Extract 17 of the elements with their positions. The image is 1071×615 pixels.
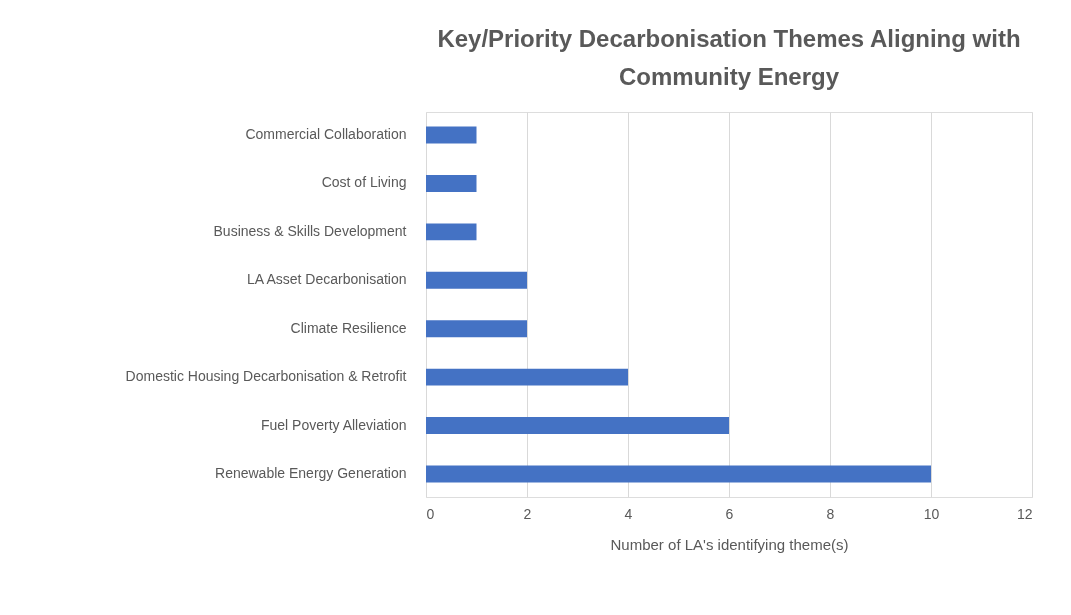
y-tick-label: Business & Skills Development [213, 222, 407, 239]
y-tick-label: Fuel Poverty Alleviation [260, 416, 407, 433]
chart-title: Key/Priority Decarbonisation Themes Aligning with Community Energy [437, 25, 1021, 90]
y-tick-label: Climate Resilience [290, 319, 407, 336]
x-tick-label: 10 [923, 505, 940, 522]
x-tick-label: 8 [826, 505, 835, 522]
y-tick-label: Domestic Housing Decarbonisation & Retrofit [125, 368, 407, 385]
y-tick-label: Renewable Energy Generation [215, 465, 407, 481]
x-tick-label: 2 [523, 505, 532, 522]
y-tick-label: Commercial Collaboration [245, 126, 407, 142]
x-tick-label: 6 [725, 505, 734, 522]
x-tick-label: 0 [426, 505, 435, 522]
y-tick-label: LA Asset Decarbonisation [246, 271, 407, 288]
x-axis-title: Number of LA's identifying theme(s) [610, 535, 849, 553]
x-tick-label: 12 [1016, 505, 1033, 522]
y-tick-label: Cost of Living [321, 174, 407, 191]
x-tick-label: 4 [624, 505, 633, 522]
